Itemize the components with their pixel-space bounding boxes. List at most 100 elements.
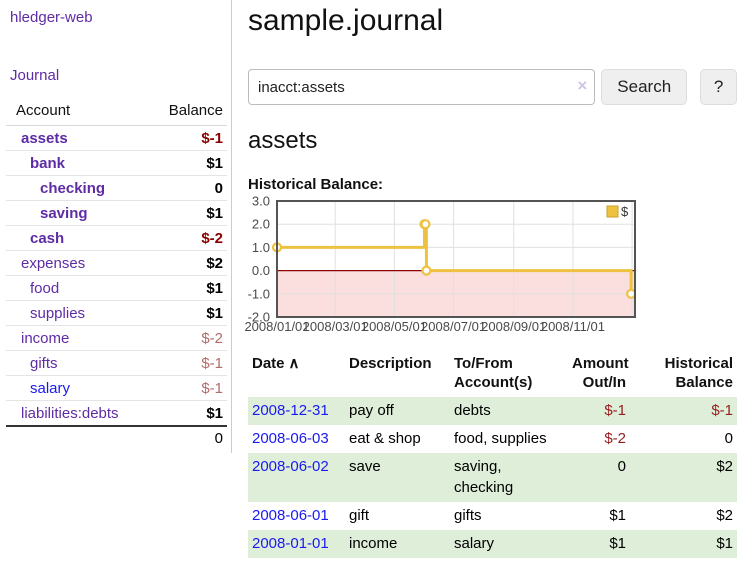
svg-text:2008/01/01: 2008/01/01 bbox=[244, 319, 309, 334]
account-balance-table: Account Balance assets $-1 bank $1 checking 0… bbox=[6, 98, 227, 447]
col-header-date[interactable]: Date ∧ bbox=[248, 352, 345, 397]
account-row: income $-2 bbox=[6, 326, 227, 351]
svg-text:3.0: 3.0 bbox=[252, 194, 270, 209]
transaction-date-link[interactable]: 2008-06-01 bbox=[252, 507, 329, 524]
app-brand-link[interactable]: hledger-web bbox=[10, 9, 93, 26]
search-form: × Search ? bbox=[248, 69, 737, 105]
account-balance: $1 bbox=[206, 279, 223, 297]
chart-canvas: 3.0 2.0 1.0 0.0 -1.0 -2.02008/01/012008/03/01… bbox=[244, 194, 637, 334]
transaction-accounts: gifts bbox=[454, 507, 482, 524]
account-heading: assets bbox=[248, 127, 318, 154]
account-row: food $1 bbox=[6, 276, 227, 301]
account-link-gifts[interactable]: gifts bbox=[30, 354, 58, 372]
svg-text:2008/11/01: 2008/11/01 bbox=[541, 319, 605, 334]
svg-text:$: $ bbox=[621, 204, 629, 219]
clear-search-icon[interactable]: × bbox=[577, 76, 588, 95]
help-button[interactable]: ? bbox=[700, 69, 737, 105]
account-row: checking 0 bbox=[6, 176, 227, 201]
svg-text:2008/05/01: 2008/05/01 bbox=[362, 319, 427, 334]
transaction-amount: $-1 bbox=[568, 397, 630, 425]
account-balance: $1 bbox=[206, 404, 223, 422]
account-row: saving $1 bbox=[6, 201, 227, 226]
transaction-accounts: debts bbox=[450, 397, 568, 425]
account-link-checking[interactable]: checking bbox=[40, 179, 106, 197]
svg-text:2008/03/01: 2008/03/01 bbox=[303, 319, 368, 334]
transaction-description: eat & shop bbox=[349, 430, 421, 447]
account-link-saving[interactable]: saving bbox=[40, 204, 88, 222]
transaction-amount: $1 bbox=[568, 530, 630, 558]
col-header-accounts: To/From Account(s) bbox=[454, 355, 533, 391]
svg-text:0.0: 0.0 bbox=[252, 263, 270, 278]
transaction-amount: $1 bbox=[609, 507, 626, 524]
svg-text:2008/09/01: 2008/09/01 bbox=[481, 319, 546, 334]
transaction-accounts: saving, checking bbox=[450, 453, 568, 502]
balance-column-header: Balance bbox=[168, 102, 223, 119]
transaction-date-link[interactable]: 2008-01-01 bbox=[252, 535, 329, 552]
account-balance: $-1 bbox=[201, 354, 223, 372]
account-balance: $-2 bbox=[201, 229, 223, 247]
search-button[interactable]: Search bbox=[601, 69, 688, 105]
svg-text:-1.0: -1.0 bbox=[248, 286, 270, 301]
col-header-balance: Historical Balance bbox=[664, 355, 733, 391]
register-table: Date ∧ Description To/From Account(s) Amo… bbox=[248, 352, 737, 558]
account-link-bank[interactable]: bank bbox=[30, 154, 66, 172]
account-link-cash[interactable]: cash bbox=[30, 229, 65, 247]
account-link-food[interactable]: food bbox=[30, 279, 60, 297]
account-link-income[interactable]: income bbox=[21, 329, 70, 347]
transaction-description: gift bbox=[349, 507, 370, 524]
search-input[interactable] bbox=[248, 69, 596, 105]
main-content: sample.journal × Search ? assets Histori… bbox=[244, 0, 737, 558]
account-row: assets $-1 bbox=[6, 126, 227, 151]
account-row: salary $-1 bbox=[6, 376, 227, 401]
transaction-row: 2008-12-31 pay off debts $-1 $-1 bbox=[248, 397, 737, 425]
svg-text:2008/07/01: 2008/07/01 bbox=[421, 319, 486, 334]
sidebar-item-journal[interactable]: Journal bbox=[10, 67, 60, 84]
transaction-amount: $-2 bbox=[604, 430, 626, 447]
transaction-date-link[interactable]: 2008-06-02 bbox=[252, 458, 329, 475]
account-row: bank $1 bbox=[6, 151, 227, 176]
account-balance: $1 bbox=[206, 304, 223, 322]
account-balance: $2 bbox=[206, 254, 223, 272]
transaction-accounts: food, supplies bbox=[454, 430, 547, 447]
account-balance: $-1 bbox=[201, 379, 223, 397]
account-table-header: Account Balance bbox=[6, 98, 227, 126]
svg-text:-2.0: -2.0 bbox=[248, 310, 270, 325]
page-title: sample.journal bbox=[248, 4, 444, 37]
transaction-description: income bbox=[345, 530, 450, 558]
historical-balance-chart: 3.0 2.0 1.0 0.0 -1.0 -2.0 2008/01/01 2008/03/01… bbox=[244, 193, 737, 341]
account-row: supplies $1 bbox=[6, 301, 227, 326]
account-link-expenses[interactable]: expenses bbox=[21, 254, 86, 272]
transaction-balance: $2 bbox=[716, 507, 733, 524]
transaction-row: 2008-06-02 save saving, checking 0 $2 bbox=[248, 453, 737, 502]
sidebar: hledger-web Journal Account Balance asse… bbox=[0, 0, 232, 453]
date-header-label: Date bbox=[252, 355, 285, 372]
transaction-accounts: salary bbox=[450, 530, 568, 558]
svg-text:2.0: 2.0 bbox=[252, 217, 270, 232]
svg-text:1.0: 1.0 bbox=[252, 240, 270, 255]
transaction-row: 2008-06-03 eat & shop food, supplies $-2 0 bbox=[248, 425, 737, 453]
transaction-row: 2008-06-01 gift gifts $1 $2 bbox=[248, 502, 737, 530]
transaction-balance: 0 bbox=[724, 430, 733, 447]
col-header-description: Description bbox=[349, 355, 432, 372]
account-balance: $-1 bbox=[201, 129, 223, 147]
account-row: gifts $-1 bbox=[6, 351, 227, 376]
col-header-amount: Amount Out/In bbox=[572, 355, 629, 391]
account-balance: $1 bbox=[206, 204, 223, 222]
account-balance: $-2 bbox=[201, 329, 223, 347]
transaction-amount: 0 bbox=[568, 453, 630, 502]
transaction-date-link[interactable]: 2008-12-31 bbox=[252, 402, 329, 419]
transaction-date-link[interactable]: 2008-06-03 bbox=[252, 430, 329, 447]
account-link-supplies[interactable]: supplies bbox=[30, 304, 86, 322]
accounts-total: 0 bbox=[6, 425, 227, 447]
account-link-assets[interactable]: assets bbox=[21, 129, 68, 147]
transaction-row: 2008-01-01 income salary $1 $1 bbox=[248, 530, 737, 558]
account-column-header: Account bbox=[16, 102, 71, 119]
account-balance: 0 bbox=[214, 179, 223, 197]
transaction-balance: $1 bbox=[630, 530, 737, 558]
account-row: cash $-2 bbox=[6, 226, 227, 251]
account-link-liabilities-debts[interactable]: liabilities:debts bbox=[21, 404, 119, 422]
account-row: liabilities:debts $1 bbox=[6, 401, 227, 425]
account-balance: $1 bbox=[206, 154, 223, 172]
account-link-salary[interactable]: salary bbox=[30, 379, 71, 397]
transaction-description: pay off bbox=[345, 397, 450, 425]
